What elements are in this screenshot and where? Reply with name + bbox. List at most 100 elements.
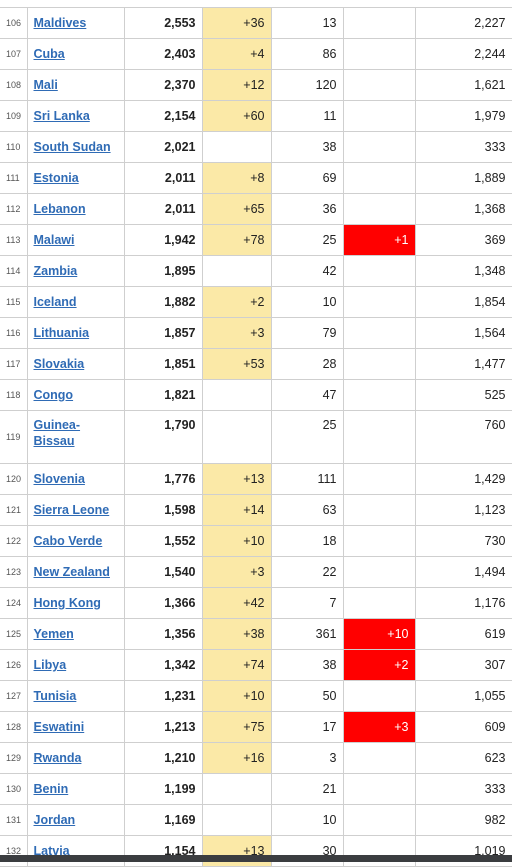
country-cell: Iceland <box>26 286 125 318</box>
country-cell: Guinea- Bissau <box>26 410 125 464</box>
total-cases-cell: 1,821 <box>123 379 203 411</box>
country-link[interactable]: Benin <box>33 782 69 796</box>
new-cases-cell: +60 <box>201 100 272 132</box>
new-deaths-cell: +2 <box>342 649 416 681</box>
country-link[interactable]: Cabo Verde <box>33 534 103 548</box>
country-link[interactable]: South Sudan <box>33 140 111 154</box>
country-link[interactable]: Libya <box>33 658 67 672</box>
new-deaths-cell: +3 <box>342 711 416 743</box>
table-row: 121 Sierra Leone 1,598 +14 63 1,123 <box>0 494 512 526</box>
total-recovered-cell: 525 <box>414 379 512 411</box>
rank-cell: 120 <box>0 463 28 495</box>
country-cell: Libya <box>26 649 125 681</box>
total-cases-cell: 1,776 <box>123 463 203 495</box>
table-row: 108 Mali 2,370 +12 120 1,621 <box>0 69 512 101</box>
total-recovered-cell: 982 <box>414 804 512 836</box>
rank-cell: 119 <box>0 410 28 464</box>
new-deaths-cell <box>342 773 416 805</box>
total-recovered-cell: 1,055 <box>414 680 512 712</box>
country-link[interactable]: Mali <box>33 78 58 92</box>
country-link[interactable]: Guinea- Bissau <box>34 418 81 448</box>
total-deaths-cell: 17 <box>270 711 344 743</box>
country-cell: South Sudan <box>26 131 125 163</box>
table-row: 128 Eswatini 1,213 +75 17 +3 609 <box>0 711 512 743</box>
total-cases-cell: 1,356 <box>123 618 203 650</box>
table-row: 115 Iceland 1,882 +2 10 1,854 <box>0 286 512 318</box>
new-cases-cell: +8 <box>201 162 272 194</box>
rank-cell: 110 <box>0 131 28 163</box>
new-cases-cell <box>201 379 272 411</box>
country-link[interactable]: Cuba <box>33 47 65 61</box>
country-link[interactable]: Rwanda <box>33 751 82 765</box>
total-cases-cell: 1,342 <box>123 649 203 681</box>
new-deaths-cell <box>342 38 416 70</box>
total-cases-cell: 1,882 <box>123 286 203 318</box>
country-link[interactable]: Lithuania <box>33 326 90 340</box>
country-link[interactable]: Lebanon <box>33 202 86 216</box>
table-row: 124 Hong Kong 1,366 +42 7 1,176 <box>0 587 512 619</box>
total-deaths-cell: 13 <box>270 7 344 39</box>
new-deaths-cell <box>342 69 416 101</box>
total-recovered-cell: 1,429 <box>414 463 512 495</box>
new-cases-cell: +53 <box>201 348 272 380</box>
table-row: 123 New Zealand 1,540 +3 22 1,494 <box>0 556 512 588</box>
country-cell: Cuba <box>26 38 125 70</box>
country-link[interactable]: Congo <box>33 388 74 402</box>
new-cases-cell <box>201 255 272 287</box>
country-link[interactable]: Slovakia <box>33 357 85 371</box>
country-link[interactable]: Latvia <box>33 844 70 858</box>
new-deaths-cell <box>342 255 416 287</box>
total-deaths-cell: 47 <box>270 379 344 411</box>
total-deaths-cell: 36 <box>270 193 344 225</box>
total-recovered-cell: 609 <box>414 711 512 743</box>
total-recovered-cell: 307 <box>414 649 512 681</box>
country-link[interactable]: Slovenia <box>33 472 85 486</box>
country-link[interactable]: Sri Lanka <box>33 109 90 123</box>
table-row: 116 Lithuania 1,857 +3 79 1,564 <box>0 317 512 349</box>
table-row: 120 Slovenia 1,776 +13 111 1,429 <box>0 463 512 495</box>
rank-cell: 127 <box>0 680 28 712</box>
total-cases-cell: 1,210 <box>123 742 203 774</box>
country-cell: Cabo Verde <box>26 525 125 557</box>
country-link[interactable]: New Zealand <box>33 565 110 579</box>
rank-cell: 117 <box>0 348 28 380</box>
new-deaths-cell <box>342 100 416 132</box>
table-row: 106 Maldives 2,553 +36 13 2,227 <box>0 7 512 39</box>
total-deaths-cell: 3 <box>270 742 344 774</box>
total-cases-cell: 1,213 <box>123 711 203 743</box>
country-link[interactable]: Estonia <box>33 171 79 185</box>
country-link[interactable]: Iceland <box>33 295 77 309</box>
country-link[interactable]: Jordan <box>33 813 76 827</box>
country-link[interactable]: Zambia <box>33 264 78 278</box>
total-deaths-cell: 86 <box>270 38 344 70</box>
total-deaths-cell: 21 <box>270 773 344 805</box>
country-link[interactable]: Eswatini <box>33 720 85 734</box>
total-recovered-cell: 1,368 <box>414 193 512 225</box>
total-recovered-cell: 1,477 <box>414 348 512 380</box>
total-recovered-cell: 2,244 <box>414 38 512 70</box>
country-link[interactable]: Sierra Leone <box>33 503 110 517</box>
country-link-line: Bissau <box>33 434 75 448</box>
countries-table: 106 Maldives 2,553 +36 13 2,227 107 Cuba 2,403 +4… <box>0 7 512 867</box>
table-row: 129 Rwanda 1,210 +16 3 623 <box>0 742 512 774</box>
country-cell: Maldives <box>26 7 125 39</box>
country-link[interactable]: Tunisia <box>33 689 77 703</box>
new-deaths-cell <box>342 162 416 194</box>
total-cases-cell: 1,231 <box>123 680 203 712</box>
total-deaths-cell: 18 <box>270 525 344 557</box>
country-link[interactable]: Maldives <box>33 16 87 30</box>
total-cases-cell: 1,199 <box>123 773 203 805</box>
total-recovered-cell: 1,854 <box>414 286 512 318</box>
total-recovered-cell: 1,564 <box>414 317 512 349</box>
countries-table-body: 106 Maldives 2,553 +36 13 2,227 107 Cuba 2,403 +4… <box>0 7 512 867</box>
table-row: 122 Cabo Verde 1,552 +10 18 730 <box>0 525 512 557</box>
total-cases-cell: 2,553 <box>123 7 203 39</box>
country-link[interactable]: Yemen <box>33 627 74 641</box>
total-deaths-cell: 10 <box>270 804 344 836</box>
total-deaths-cell: 7 <box>270 587 344 619</box>
new-cases-cell: +2 <box>201 286 272 318</box>
total-recovered-cell: 2,227 <box>414 7 512 39</box>
country-link[interactable]: Hong Kong <box>33 596 101 610</box>
country-link[interactable]: Malawi <box>33 233 75 247</box>
rank-cell: 122 <box>0 525 28 557</box>
